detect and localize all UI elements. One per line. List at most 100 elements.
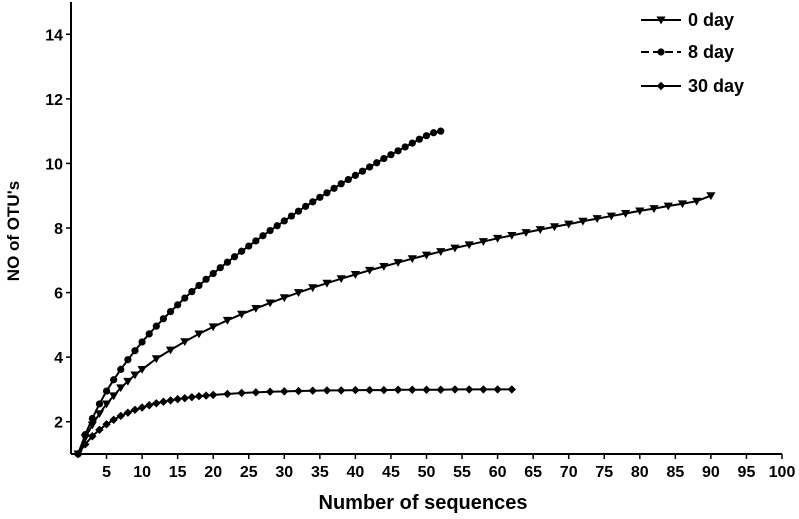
data-point [663,202,673,211]
data-point [323,189,331,197]
data-point [358,167,367,175]
data-point [194,330,204,339]
data-point [380,154,388,163]
data-point [259,232,267,240]
data-point [110,376,118,384]
data-point [564,220,574,229]
data-point [407,255,417,264]
data-point [145,330,153,338]
data-point [124,356,132,364]
data-point [302,202,310,210]
series-8-day [74,127,445,458]
x-tick-label: 90 [702,464,720,481]
data-point [102,420,111,429]
data-point [266,226,274,235]
data-point [116,411,125,421]
x-tick-label: 20 [204,464,222,481]
data-point [222,316,233,325]
data-point [279,294,289,303]
data-point [373,159,381,167]
series-line [77,130,441,455]
data-point [252,237,260,245]
data-point [137,403,147,412]
legend-label: 8 day [688,42,734,62]
data-point [109,415,118,424]
x-axis-title: Number of sequences [319,492,528,514]
data-point [287,212,296,220]
data-point [316,193,324,201]
data-point [578,217,588,226]
data-point [293,289,304,297]
data-point [145,401,154,410]
legend-entry: 8 day [641,42,734,62]
data-point [165,346,176,355]
data-point [116,384,126,393]
data-point [421,251,432,260]
data-point [251,304,261,313]
data-point [464,241,474,250]
data-point [408,139,416,147]
data-point [507,385,517,394]
data-point [81,431,89,439]
data-point [230,253,239,261]
data-point [130,405,140,414]
data-point [436,385,445,394]
series-0-day [73,192,716,459]
data-point [479,385,488,394]
data-point [237,388,246,398]
data-point [493,385,502,394]
data-point [294,207,303,215]
x-tick-label: 80 [631,464,649,481]
x-tick-label: 75 [595,464,613,481]
data-point [365,266,375,275]
data-point [337,180,345,188]
data-point [408,385,417,394]
x-tick-label: 30 [275,464,293,481]
data-point [365,385,374,395]
data-point [521,229,531,237]
data-point [152,322,160,330]
data-point [436,248,446,256]
data-point [208,323,218,332]
data-point [393,385,403,394]
data-point [344,175,352,184]
data-point [308,386,317,395]
x-tick-label: 15 [169,464,187,481]
data-point [223,389,232,399]
data-point [379,385,389,395]
data-point [216,264,224,272]
x-tick-label: 25 [240,464,258,481]
data-point [209,390,218,400]
data-point [188,288,196,296]
data-point [351,171,359,179]
axes: 5 10 15 20 25 30 35 40 45 50 55 60 65 70 75 80 85 90 95 100… [45,2,795,481]
data-point [181,294,189,302]
data-point [379,262,389,271]
data-point [265,387,275,396]
data-point [81,440,90,449]
data-point [180,393,189,403]
x-tick-label: 65 [524,464,542,481]
legend: 0 day 8 day 30 day [641,10,744,96]
data-point [309,198,317,206]
x-tick-label: 35 [311,464,329,481]
data-point [394,147,402,155]
data-point [422,385,431,394]
data-point [549,223,560,232]
data-point [123,408,133,417]
data-point [322,279,332,288]
x-tick-label: 85 [666,464,684,481]
data-point [174,301,182,309]
data-point [209,269,217,278]
data-point [95,425,104,434]
data-point [620,210,631,218]
y-axis-title: NO of OTU's [4,181,23,281]
y-tick-label: 8 [54,221,63,238]
data-point [535,226,545,234]
y-tick-label: 2 [54,415,63,432]
data-point [507,231,517,240]
data-point [692,197,702,206]
data-point [88,432,97,441]
data-point [109,392,119,401]
data-point [180,338,190,347]
